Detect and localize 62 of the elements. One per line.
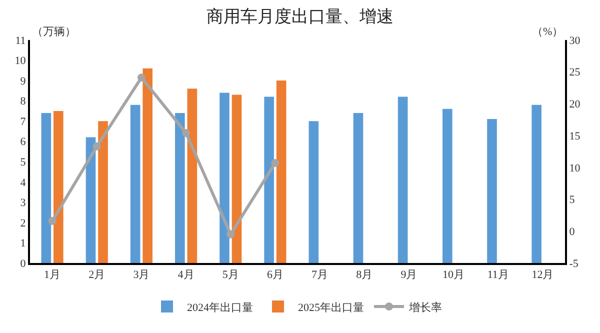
y2-tick-label: -5 (569, 258, 579, 270)
bar (98, 121, 108, 263)
point (182, 129, 190, 138)
bar (220, 92, 230, 263)
bar (86, 137, 96, 263)
y-tick-label: 7 (20, 116, 26, 128)
bar (442, 108, 452, 263)
point (271, 158, 280, 167)
bar (175, 112, 185, 263)
bar (232, 94, 242, 263)
y-tick-label: 0 (20, 258, 26, 270)
y2-tick-label: 20 (569, 98, 581, 111)
point (137, 74, 146, 82)
x-tick-label: 8月 (356, 269, 373, 282)
x-tick-label: 6月 (266, 269, 284, 282)
y-axis-title: （万辆） (32, 26, 76, 38)
x-tick-label: 10月 (442, 269, 465, 282)
y-tick-label: 11 (15, 34, 26, 47)
bar (353, 112, 364, 263)
y2-tick-label: 25 (569, 66, 581, 79)
y-tick-label: 9 (20, 75, 26, 88)
legend-label: 增长率 (408, 300, 442, 314)
bar (532, 104, 542, 263)
x-tick-label: 9月 (400, 269, 418, 282)
point (92, 142, 101, 150)
bar (308, 121, 319, 263)
y-tick-label: 10 (14, 55, 26, 68)
y-tick-label: 3 (20, 197, 26, 210)
bar (264, 96, 274, 263)
y2-tick-label: 10 (569, 162, 581, 174)
y-tick-label: 2 (20, 217, 26, 230)
x-tick-label: 12月 (532, 269, 554, 282)
point (48, 216, 56, 225)
x-tick-label: 3月 (133, 269, 150, 282)
y-tick-label: 5 (20, 156, 26, 168)
y-tick-label: 1 (20, 238, 26, 250)
x-tick-label: 11月 (487, 269, 509, 282)
x-tick-label: 5月 (222, 269, 239, 282)
bar (41, 112, 52, 263)
bar (487, 119, 497, 263)
bar (398, 96, 408, 263)
bar (54, 110, 64, 263)
bar (130, 104, 140, 263)
chart-title: 商用车月度出口量、增速 (206, 6, 394, 26)
y2-tick-label: 30 (569, 34, 581, 47)
legend-label: 2025年出口量 (298, 300, 364, 314)
y-tick-label: 6 (20, 136, 26, 148)
point (226, 230, 235, 238)
bar (142, 68, 152, 263)
bar (187, 88, 198, 263)
y2-tick-label: 15 (569, 130, 581, 142)
y-tick-label: 8 (20, 96, 26, 108)
y2-tick-label: 0 (569, 226, 576, 238)
y-tick-label: 4 (20, 176, 26, 189)
x-tick-label: 4月 (178, 269, 194, 282)
x-tick-label: 2月 (88, 269, 106, 282)
y2-axis-title: （%） (532, 26, 564, 38)
x-tick-label: 1月 (44, 269, 61, 282)
y2-tick-label: 5 (569, 194, 576, 206)
x-tick-label: 7月 (312, 269, 328, 282)
legend-label: 2024年出口量 (187, 300, 253, 314)
bar (276, 80, 286, 263)
